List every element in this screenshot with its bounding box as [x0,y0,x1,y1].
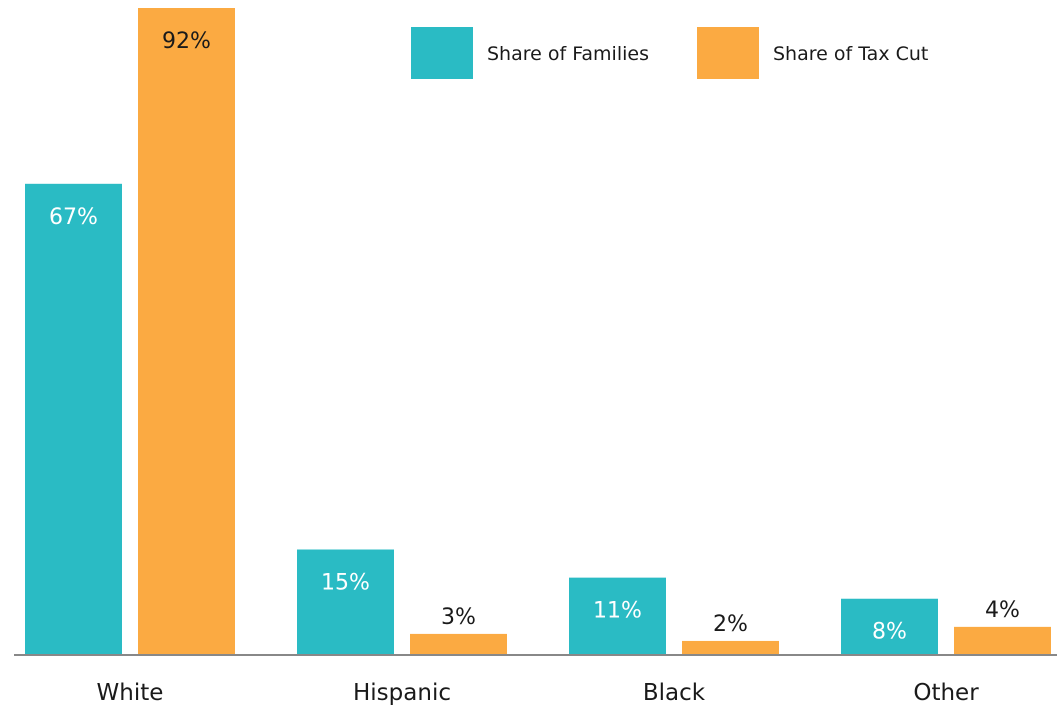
bar-other-share-of-tax-cut [954,626,1051,655]
legend: Share of Families Share of Tax Cut [411,27,928,79]
bar-black-share-of-tax-cut [682,640,779,655]
legend-label-share-of-families: Share of Families [487,43,649,65]
bar-other-share-of-families [841,598,938,655]
data-label-white-share-of-families: 67% [49,205,98,230]
bar-hispanic-share-of-tax-cut [410,633,507,655]
category-label-other: Other [913,680,979,706]
category-label-hispanic: Hispanic [353,680,451,706]
bar-white-share-of-tax-cut [138,8,235,655]
category-label-white: White [97,680,164,706]
legend-swatch-share-of-tax-cut [697,27,759,79]
category-label-black: Black [643,680,706,706]
data-label-hispanic-share-of-tax-cut: 3% [441,605,476,630]
data-label-other-share-of-tax-cut: 4% [985,598,1020,623]
bar-hispanic-share-of-families [297,549,394,655]
category-labels-layer: White Hispanic Black Other [97,680,980,706]
data-label-black-share-of-tax-cut: 2% [713,612,748,637]
legend-label-share-of-tax-cut: Share of Tax Cut [773,43,928,65]
bar-white-share-of-families [25,183,122,655]
data-label-hispanic-share-of-families: 15% [321,571,370,596]
data-label-black-share-of-families: 11% [593,599,642,624]
data-label-other-share-of-families: 8% [872,620,907,645]
bar-black-share-of-families [569,577,666,655]
bars-layer [25,8,1051,655]
data-labels-layer: 67% 92% 15% 3% 11% 2% 8% 4% [49,29,1020,645]
legend-swatch-share-of-families [411,27,473,79]
data-label-white-share-of-tax-cut: 92% [162,29,211,54]
